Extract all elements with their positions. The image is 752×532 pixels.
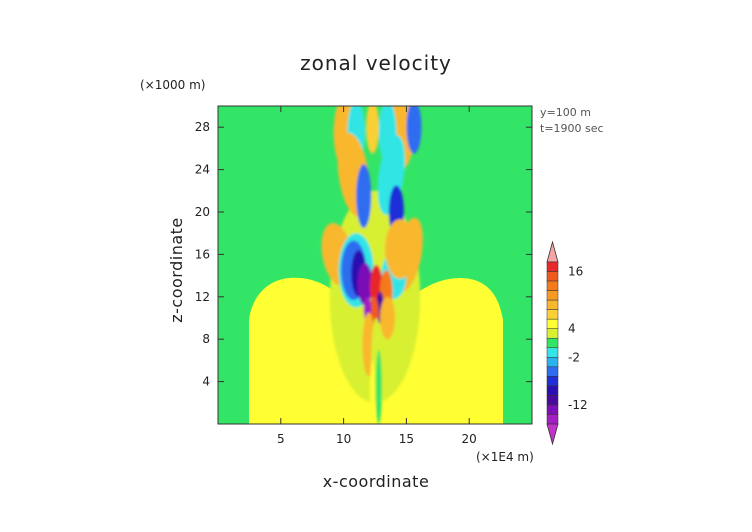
x-axis-label: x-coordinate <box>323 472 430 491</box>
colorbar-swatch-10 <box>546 347 559 358</box>
x-tick-label-2: 15 <box>399 432 414 446</box>
y-tick-label-2: 12 <box>195 290 210 304</box>
plume-blob-27 <box>375 349 382 424</box>
colorbar-tick-label-1: 4 <box>568 322 576 336</box>
colorbar-bottom-arrow <box>546 423 559 446</box>
colorbar-swatch-13 <box>546 376 559 387</box>
y-tick-label-3: 16 <box>195 247 210 261</box>
colorbar-tick-label-2: -2 <box>568 350 580 364</box>
colorbar-tick-label-0: 16 <box>568 265 583 279</box>
x-tick-label-0: 5 <box>277 432 285 446</box>
y-tick-label-1: 8 <box>202 332 210 346</box>
x-tick-label-1: 10 <box>336 432 351 446</box>
plume-blob-18 <box>357 262 373 306</box>
colorbar-swatch-2 <box>546 271 559 282</box>
colorbar-swatch-14 <box>546 385 559 396</box>
x-ticks: 5 10 15 20 <box>277 106 477 446</box>
y-axis-label: z-coordinate <box>167 217 186 323</box>
colorbar-swatch-7 <box>546 318 559 329</box>
colorbar-swatch-5 <box>546 299 559 310</box>
colorbar-swatch-15 <box>546 395 559 406</box>
colorbar-swatch-9 <box>546 337 559 349</box>
annotation-y: y=100 m <box>540 106 591 119</box>
x-tick-label-3: 20 <box>462 432 477 446</box>
y-tick-label-4: 20 <box>195 205 210 219</box>
plume-blob-6 <box>366 106 379 154</box>
plot-frame <box>217 105 533 425</box>
x-unit-label: (×1E4 m) <box>476 450 534 464</box>
colorbar-swatch-6 <box>546 309 559 320</box>
colorbar-swatch-3 <box>546 280 559 291</box>
colorbar <box>546 240 559 446</box>
colorbar-top-arrow <box>546 240 559 263</box>
colorbar-swatch-11 <box>546 357 559 368</box>
plume-blob-17 <box>385 219 416 279</box>
y-tick-label-5: 24 <box>195 163 210 177</box>
plume-structures <box>321 106 423 424</box>
plume-blob-5 <box>406 106 422 154</box>
plume-blob-28 <box>369 360 375 424</box>
colorbar-swatch-8 <box>546 328 559 339</box>
colorbar-swatch-1 <box>546 261 559 272</box>
plot-area <box>218 106 532 424</box>
y-tick-label-6: 28 <box>195 120 210 134</box>
y-unit-label: (×1000 m) <box>140 78 205 92</box>
plume-blob-9 <box>356 164 372 228</box>
colorbar-swatch-4 <box>546 290 559 301</box>
y-tick-label-0: 4 <box>202 375 210 389</box>
colorbar-tick-label-3: -12 <box>568 398 588 412</box>
colorbar-swatch-17 <box>546 414 559 425</box>
colorbar-swatch-12 <box>546 366 559 377</box>
annotation-t: t=1900 sec <box>540 122 604 135</box>
colorbar-ticks: 16 4 -2 -12 <box>568 265 588 412</box>
plume-blob-24 <box>380 296 396 340</box>
chart-title: zonal velocity <box>300 51 452 75</box>
y-ticks: 4 8 12 16 20 24 28 <box>195 120 532 389</box>
colorbar-swatch-16 <box>546 404 559 415</box>
